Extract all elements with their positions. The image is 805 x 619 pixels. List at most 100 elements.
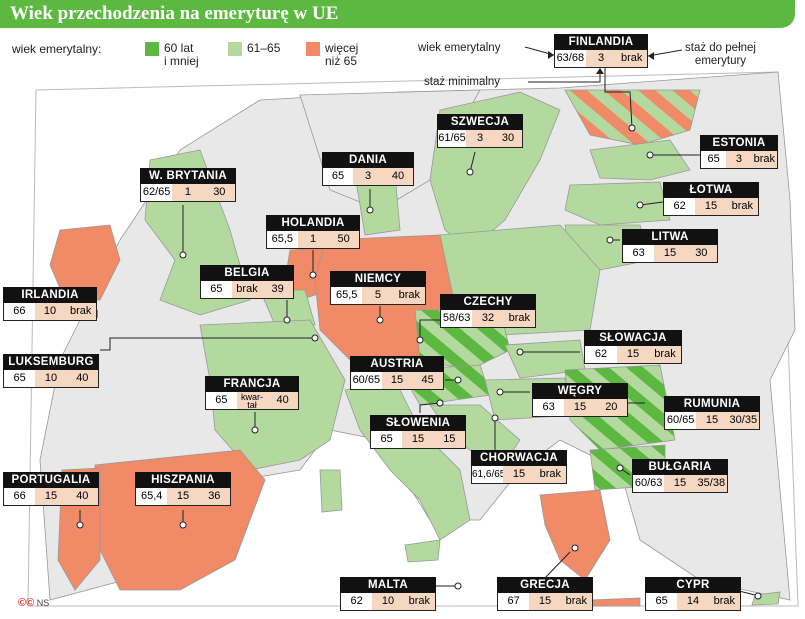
legend-swatch-le60 (145, 42, 159, 56)
retirement-age: 65 (707, 153, 720, 165)
country-name: GRECJA (497, 577, 593, 593)
min-service: 3 (726, 151, 752, 168)
retirement-age: 61/65 (438, 132, 466, 144)
full-service: brak (393, 287, 425, 304)
retirement-age: 60/65 (666, 414, 695, 426)
key-min-service: staż minimalny (424, 76, 501, 88)
country-box-dania: DANIA 65 3 40 (322, 152, 414, 186)
full-service: 30 (494, 130, 522, 147)
country-name: AUSTRIA (350, 356, 444, 372)
retirement-age: 60/63 (634, 477, 663, 489)
full-service: 40 (66, 370, 98, 387)
retirement-age: 62/65 (142, 186, 171, 198)
country-name: NIEMCY (330, 271, 426, 287)
retirement-age: 65 (655, 595, 668, 607)
min-service: 15 (654, 245, 686, 262)
country-name: SŁOWACJA (584, 330, 682, 346)
country-box-hiszpania: HISZPANIA 65,4 15 36 (135, 472, 231, 506)
country-box-francja: FRANCJA 65 kwar- tał 40 (205, 376, 299, 410)
full-service: 50 (328, 231, 360, 248)
country-name: BUŁGARIA (632, 459, 728, 475)
retirement-age: 66 (13, 305, 26, 317)
full-service: 40 (267, 392, 299, 409)
country-name: LITWA (622, 229, 718, 245)
full-service: 36 (198, 488, 230, 505)
country-name: PORTUGALIA (3, 472, 99, 488)
country-box-slowacja: SŁOWACJA 62 15 brak (584, 330, 682, 364)
full-service: 39 (262, 281, 294, 298)
full-service: 30 (203, 184, 235, 201)
legend-label: wiek emerytalny: (12, 42, 102, 56)
min-service: 3 (466, 130, 494, 147)
min-service: 15 (564, 399, 596, 416)
min-service: kwar- tał (236, 392, 268, 409)
country-name: MALTA (340, 577, 436, 593)
country-name: BELGIA (200, 265, 294, 281)
full-service: brak (403, 593, 435, 610)
retirement-age: 63 (542, 401, 555, 413)
min-service: 15 (617, 346, 649, 363)
full-service: 15 (433, 431, 465, 448)
key-retirement-age: wiek emerytalny (418, 42, 501, 54)
min-service: 15 (529, 593, 561, 610)
min-service: brak (231, 281, 263, 298)
min-service: 10 (372, 593, 404, 610)
country-box-bulgaria: BUŁGARIA 60/63 15 35/38 (632, 459, 728, 493)
min-service: 15 (664, 475, 696, 492)
min-service: 15 (696, 412, 728, 429)
country-box-grecja: GRECJA 67 15 brak (497, 577, 593, 611)
country-name: HISZPANIA (135, 472, 231, 488)
country-box-estonia: ESTONIA 65 3 brak (700, 135, 778, 169)
country-name: IRLANDIA (3, 287, 97, 303)
full-service: brak (649, 346, 681, 363)
country-name: SZWECJA (437, 114, 523, 130)
country-box-szwecja: SZWECJA 61/65 3 30 (437, 114, 523, 148)
retirement-age: 61,6/65 (472, 469, 504, 480)
country-box-niemcy: NIEMCY 65,5 5 brak (330, 271, 426, 305)
full-service: 45 (412, 372, 444, 389)
credit-text: NS (36, 598, 50, 608)
country-name: DANIA (322, 152, 414, 168)
country-name: LUKSEMBURG (3, 354, 99, 370)
country-box-lotwa: ŁOTWA 62 15 brak (663, 182, 759, 216)
min-service: 1 (172, 184, 204, 201)
country-name: ŁOTWA (663, 182, 759, 198)
retirement-age: 65,5 (335, 289, 358, 301)
retirement-age: 62 (350, 595, 363, 607)
full-service: 40 (66, 488, 98, 505)
country-name: CZECHY (440, 294, 536, 310)
country-box-litwa: LITWA 63 15 30 (622, 229, 718, 263)
country-name: WĘGRY (532, 383, 628, 399)
country-box-wegry: WĘGRY 63 15 20 (532, 383, 628, 417)
retirement-age: 66 (13, 490, 26, 502)
country-box-rumunia: RUMUNIA 60/65 15 30/35 (664, 396, 760, 430)
retirement-age: 65 (331, 170, 345, 182)
full-service: 30 (685, 245, 717, 262)
min-service: 5 (362, 287, 394, 304)
min-service: 15 (402, 431, 434, 448)
retirement-age: 62 (594, 348, 608, 360)
full-service: 35/38 (695, 475, 727, 492)
retirement-age: 65,4 (140, 490, 163, 502)
min-service: 15 (381, 372, 413, 389)
min-service: 10 (35, 370, 67, 387)
country-box-cypr: CYPR 65 14 brak (645, 577, 741, 611)
country-box-austria: AUSTRIA 60/65 15 45 (350, 356, 444, 390)
country-box-irlandia: IRLANDIA 66 10 brak (3, 287, 97, 321)
full-service: brak (616, 50, 648, 67)
full-service: brak (65, 303, 97, 320)
min-service: 10 (34, 303, 66, 320)
country-name: RUMUNIA (664, 396, 760, 412)
min-service: 14 (677, 593, 709, 610)
full-service: brak (708, 593, 740, 610)
retirement-age: 62 (673, 200, 686, 212)
full-service: brak (751, 151, 777, 168)
legend-swatch-61-65 (228, 42, 242, 56)
min-service: 15 (167, 488, 199, 505)
retirement-age: 58/63 (442, 312, 471, 324)
legend-swatch-gt65 (306, 42, 320, 56)
country-box-portugalia: PORTUGALIA 66 15 40 (3, 472, 99, 506)
full-service: brak (503, 310, 535, 327)
credit: ©© NS (18, 597, 49, 609)
